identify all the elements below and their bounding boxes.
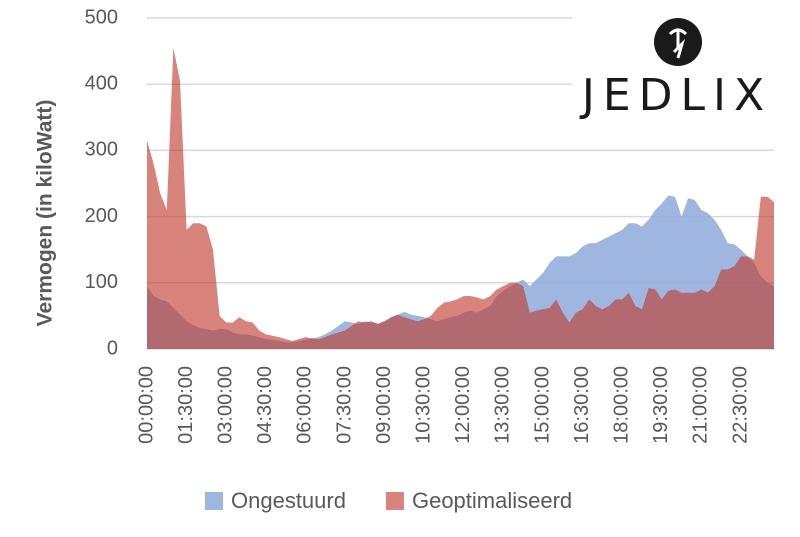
x-tick-label: 09:00:00 [373,366,395,444]
x-tick-label: 15:00:00 [531,366,553,444]
area [147,47,774,349]
logo: JEDLIX [579,18,772,121]
x-tick-label: 01:30:00 [175,366,197,444]
y-tick-label: 100 [85,271,118,293]
y-tick-label: 200 [85,205,118,227]
x-tick-label: 06:00:00 [294,366,316,444]
x-tick-label: 19:30:00 [650,366,672,444]
legend-label: Ongestuurd [231,488,346,513]
logo-text: JEDLIX [579,70,772,121]
x-tick-label: 18:00:00 [610,366,632,444]
y-axis-label: Vermogen (in kiloWatt) [34,100,57,327]
x-tick-label: 22:30:00 [729,366,751,444]
x-tick-label: 13:30:00 [492,366,514,444]
y-tick-label: 0 [107,337,118,359]
legend-swatch [385,492,404,510]
legend-label: Geoptimaliseerd [412,488,572,513]
x-tick-label: 00:00:00 [135,366,157,444]
x-tick-label: 03:00:00 [214,366,236,444]
x-tick-label: 12:00:00 [452,366,474,444]
x-tick-label: 16:30:00 [571,366,593,444]
x-tick-label: 04:30:00 [254,366,276,444]
x-tick-label: 10:30:00 [412,366,434,444]
logo-icon-mark [668,28,688,59]
y-tick-label: 500 [85,6,118,28]
y-tick-label: 400 [85,72,118,94]
legend-swatch [205,492,223,510]
y-tick-label: 300 [85,139,118,161]
x-tick-label: 07:30:00 [333,366,355,444]
x-tick-label: 21:00:00 [690,366,712,444]
